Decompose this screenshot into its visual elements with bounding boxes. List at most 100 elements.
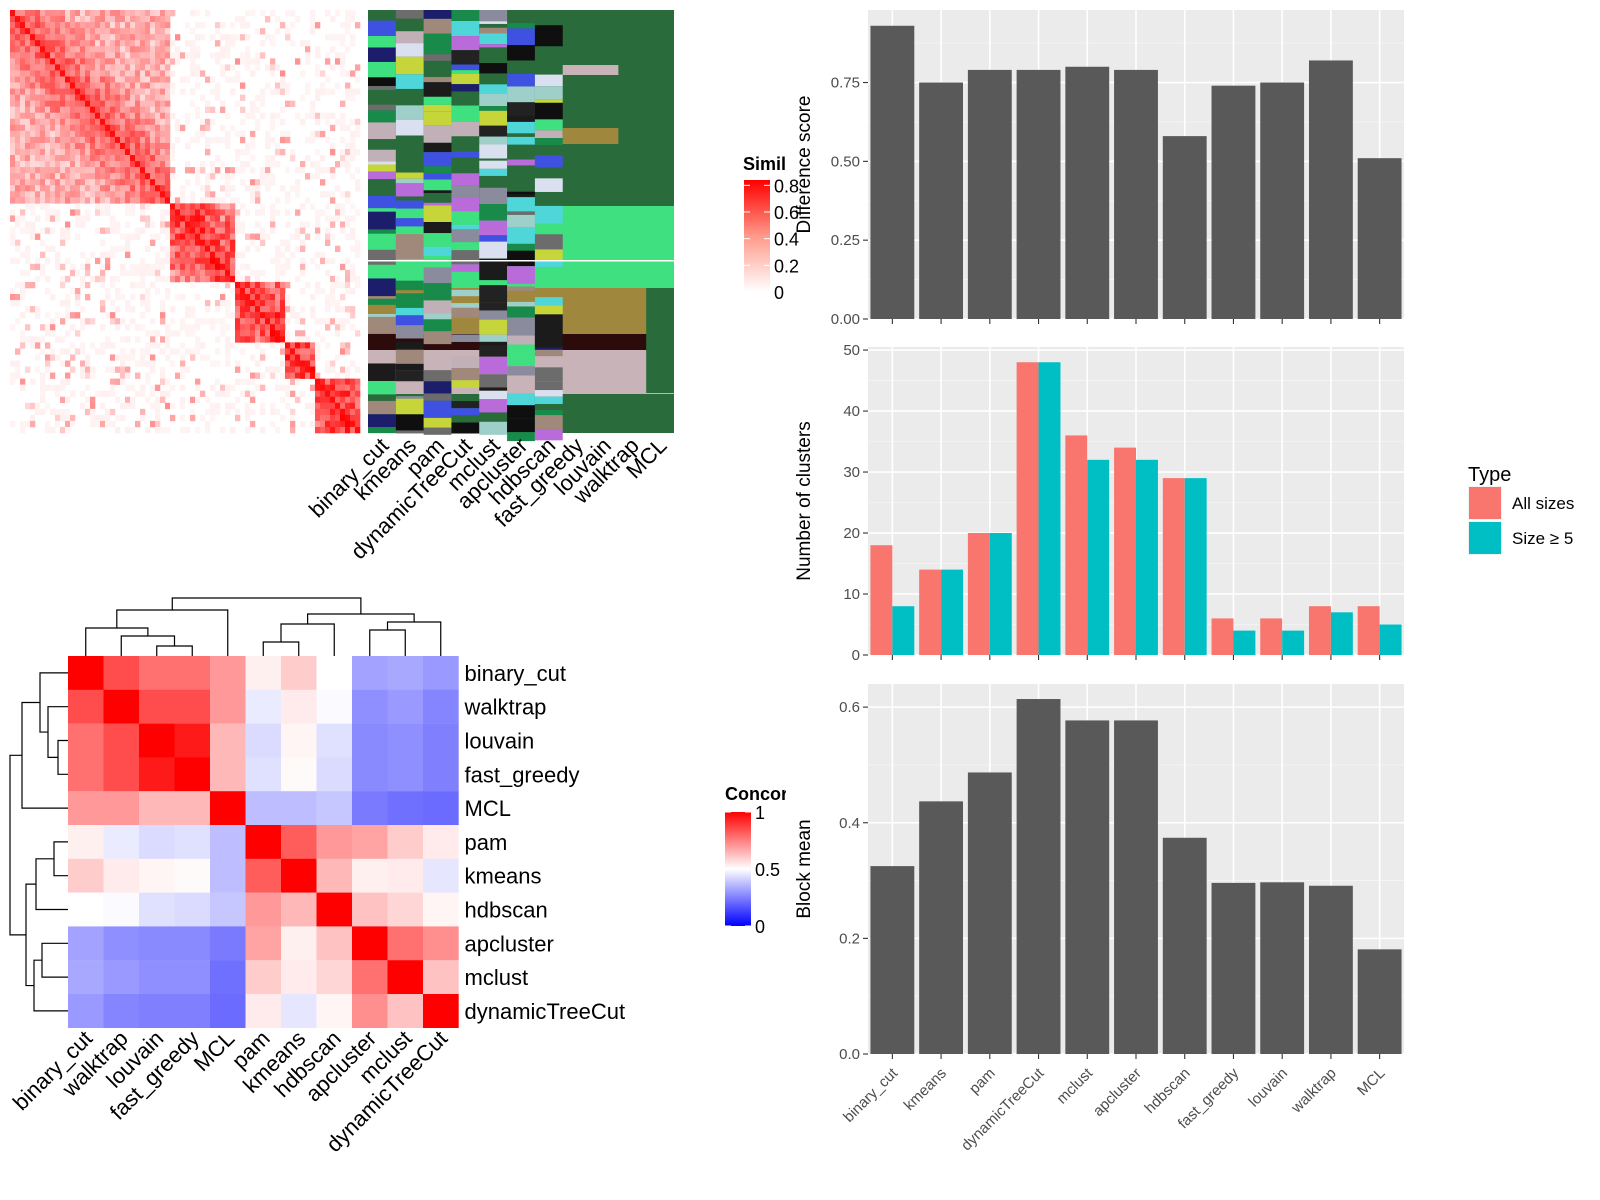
similarity-cell <box>345 70 351 77</box>
concordance-cell <box>210 960 246 995</box>
similarity-cell <box>155 22 161 29</box>
similarity-cell <box>310 136 316 144</box>
similarity-cell <box>115 294 121 301</box>
similarity-cell <box>140 76 146 83</box>
similarity-cell <box>355 245 361 253</box>
similarity-cell <box>215 197 221 204</box>
similarity-cell <box>230 203 236 210</box>
similarity-cell <box>125 197 131 204</box>
similarity-cell <box>50 354 56 361</box>
similarity-cell <box>155 28 161 35</box>
similarity-cell <box>240 106 246 114</box>
classification-segment <box>368 36 396 48</box>
similarity-cell <box>165 64 171 71</box>
similarity-cell <box>160 197 166 204</box>
similarity-cell <box>190 52 196 59</box>
similarity-cell <box>180 384 186 391</box>
similarity-cell <box>235 16 241 23</box>
similarity-cell <box>80 64 86 71</box>
similarity-cell <box>250 239 256 246</box>
similarity-cell <box>30 22 36 29</box>
similarity-cell <box>280 88 286 95</box>
similarity-cell <box>150 342 156 349</box>
similarity-cell <box>60 46 66 53</box>
concordance-cell <box>68 757 104 792</box>
similarity-cell <box>105 22 111 29</box>
similarity-cell <box>100 112 106 120</box>
similarity-cell <box>110 161 116 168</box>
similarity-cell <box>105 185 111 192</box>
similarity-cell <box>15 46 21 53</box>
similarity-cell <box>320 287 326 295</box>
concordance-cell <box>68 689 104 724</box>
similarity-cell <box>325 306 331 313</box>
classification-segment <box>507 115 535 122</box>
similarity-cell <box>75 28 81 35</box>
similarity-cell <box>25 28 31 35</box>
similarity-cell <box>115 94 121 101</box>
similarity-cell <box>65 185 71 192</box>
classification-segment <box>395 363 424 371</box>
similarity-cell <box>115 88 121 95</box>
similarity-cell <box>140 203 146 210</box>
similarity-cell <box>220 245 226 253</box>
similarity-cell <box>110 275 116 283</box>
classification-segment <box>507 266 535 284</box>
similarity-cell <box>45 161 51 168</box>
similarity-cell <box>170 209 176 216</box>
similarity-cell <box>315 161 321 168</box>
similarity-cell <box>125 336 131 343</box>
similarity-cell <box>115 366 121 373</box>
similarity-cell <box>20 420 26 428</box>
similarity-cell <box>315 354 321 361</box>
similarity-cell <box>355 64 361 71</box>
classification-segment <box>479 334 508 342</box>
similarity-cell <box>110 384 116 391</box>
similarity-cell <box>150 281 156 289</box>
dendrogram-branch <box>171 597 362 614</box>
similarity-cell <box>160 82 166 89</box>
similarity-cell <box>180 354 186 361</box>
similarity-cell <box>55 257 61 265</box>
similarity-cell <box>200 390 206 398</box>
similarity-cell <box>85 173 91 180</box>
similarity-cell <box>45 106 51 114</box>
similarity-cell <box>35 106 41 114</box>
concordance-cell <box>210 926 246 961</box>
similarity-cell <box>190 312 196 319</box>
classification-segment <box>451 250 480 265</box>
similarity-cell <box>145 342 151 349</box>
similarity-cell <box>155 426 161 434</box>
similarity-cell <box>275 324 281 331</box>
similarity-cell <box>105 197 111 204</box>
similarity-cell <box>20 185 26 192</box>
similarity-cell <box>180 227 186 234</box>
similarity-cell <box>315 215 321 222</box>
similarity-cell <box>90 179 96 186</box>
similarity-cell <box>355 402 361 410</box>
similarity-cell <box>100 130 106 138</box>
similarity-cell <box>185 112 191 120</box>
similarity-cell <box>85 209 91 216</box>
dendrogram-branch <box>156 645 193 656</box>
similarity-cell <box>220 324 226 331</box>
similarity-cell <box>30 233 36 240</box>
concordance-row-label: mclust <box>465 965 529 990</box>
similarity-cell <box>210 167 216 174</box>
concordance-cell <box>316 892 353 927</box>
similarity-cell <box>325 239 331 246</box>
similarity-cell <box>140 215 146 222</box>
similarity-cell <box>150 70 156 77</box>
similarity-cell <box>160 124 166 132</box>
similarity-cell <box>260 402 266 410</box>
similarity-cell <box>40 100 46 107</box>
similarity-cell <box>175 197 181 204</box>
similarity-cell <box>160 245 166 253</box>
similarity-cell <box>190 88 196 95</box>
similarity-cell <box>45 130 51 138</box>
similarity-cell <box>285 336 291 343</box>
similarity-cell <box>120 245 126 253</box>
similarity-cell <box>90 275 96 283</box>
similarity-cell <box>130 318 136 325</box>
classification-segment <box>451 185 480 198</box>
